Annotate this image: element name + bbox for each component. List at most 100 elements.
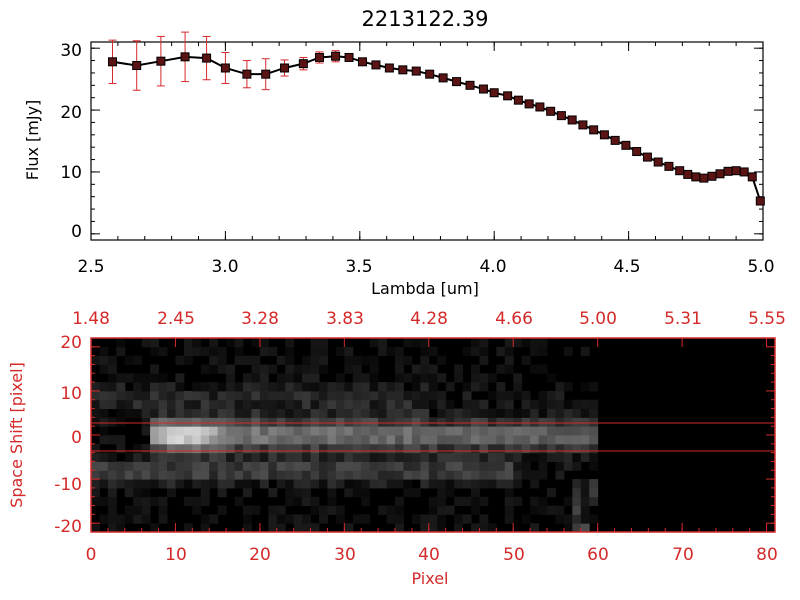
image-pixel	[361, 390, 371, 401]
data-point	[220, 63, 230, 73]
image-pixel	[302, 452, 312, 462]
image-pixel	[420, 338, 430, 348]
image-pixel	[217, 443, 227, 454]
image-pixel	[268, 452, 278, 462]
image-pixel	[471, 487, 480, 498]
image-pixel	[378, 382, 388, 392]
data-point	[599, 130, 609, 140]
spectrum-x-ticks	[90, 42, 764, 240]
image-pixel	[327, 487, 337, 498]
data-point	[261, 69, 271, 79]
image-pixel	[310, 470, 320, 480]
image-top-tick-label: 5.55	[748, 309, 786, 329]
image-pixel	[167, 426, 176, 436]
data-point	[132, 61, 142, 71]
data-point	[664, 161, 674, 171]
image-pixel	[268, 364, 278, 374]
image-pixel	[327, 382, 337, 392]
image-pixel	[352, 487, 362, 498]
image-pixel	[99, 479, 109, 489]
image-pixel	[319, 470, 328, 480]
spectrum-x-tick-label: 3.5	[345, 257, 372, 277]
image-pixel	[200, 452, 210, 462]
image-pixel	[276, 514, 286, 524]
image-pixel	[209, 461, 219, 471]
image-pixel	[369, 426, 379, 436]
image-pixel	[293, 479, 303, 489]
image-pixel	[251, 479, 261, 489]
image-pixel	[386, 461, 396, 471]
image-pixel	[243, 373, 252, 383]
image-pixel	[91, 399, 100, 410]
spectrum-y-ticks	[91, 47, 763, 235]
image-pixel	[462, 470, 472, 480]
image-pixel	[462, 479, 472, 489]
image-pixel	[403, 408, 413, 418]
image-pixel	[226, 470, 236, 480]
image-pixel	[310, 382, 320, 392]
image-pixel	[496, 417, 506, 427]
image-pixel	[530, 452, 540, 462]
image-pixel	[479, 417, 489, 427]
image-pixel	[352, 355, 362, 365]
image-pixel	[226, 382, 236, 392]
image-pixel	[361, 417, 371, 427]
image-pixel	[251, 390, 261, 401]
image-pixel	[521, 514, 531, 524]
image-pixel	[251, 417, 261, 427]
image-pixel	[124, 399, 134, 410]
image-pixel	[158, 505, 168, 515]
image-pixel	[175, 470, 185, 480]
image-pixel	[310, 338, 320, 348]
image-pixel	[285, 346, 295, 357]
image-pixel	[378, 479, 388, 489]
image-pixel	[361, 487, 371, 498]
spectrum-y-axis-label: Flux [mJy]	[23, 100, 42, 181]
image-pixel	[589, 479, 599, 489]
image-pixel	[504, 355, 514, 365]
image-pixel	[538, 426, 548, 436]
image-pixel	[259, 461, 269, 471]
data-point	[723, 166, 733, 176]
image-pixel	[513, 390, 523, 401]
image-pixel	[521, 443, 531, 454]
image-pixel	[293, 373, 303, 383]
image-pixel	[513, 435, 523, 445]
image-pixel	[420, 382, 430, 392]
image-pixel	[209, 390, 219, 401]
image-pixel	[133, 399, 143, 410]
image-pixel	[437, 479, 447, 489]
image-pixel	[403, 390, 413, 401]
image-pixel	[302, 496, 312, 507]
image-pixel	[327, 479, 337, 489]
image-pixel	[293, 514, 303, 524]
image-pixel	[234, 417, 244, 427]
image-pixel	[487, 443, 497, 454]
image-pixel	[268, 514, 278, 524]
image-pixel	[344, 461, 354, 471]
image-pixel	[589, 514, 599, 524]
image-pixel	[217, 382, 227, 392]
image-pixel	[107, 452, 117, 462]
image-pixel	[268, 523, 278, 533]
image-pixel	[276, 417, 286, 427]
image-pixel	[141, 408, 151, 418]
image-x-tick-label: 80	[756, 545, 778, 565]
image-pixel	[91, 390, 100, 401]
image-pixel	[217, 461, 227, 471]
image-pixel	[454, 435, 464, 445]
image-pixel	[344, 487, 354, 498]
image-pixel	[530, 443, 540, 454]
image-pixel	[496, 435, 506, 445]
image-pixel	[116, 514, 126, 524]
image-pixel	[403, 338, 413, 348]
image-pixel	[572, 461, 582, 471]
image-pixel	[259, 435, 269, 445]
image-pixel	[513, 470, 523, 480]
image-pixel	[226, 443, 236, 454]
image-pixel	[454, 470, 464, 480]
data-point	[707, 171, 717, 181]
image-pixel	[268, 443, 278, 454]
image-pixel	[302, 461, 312, 471]
image-pixel	[538, 338, 548, 348]
